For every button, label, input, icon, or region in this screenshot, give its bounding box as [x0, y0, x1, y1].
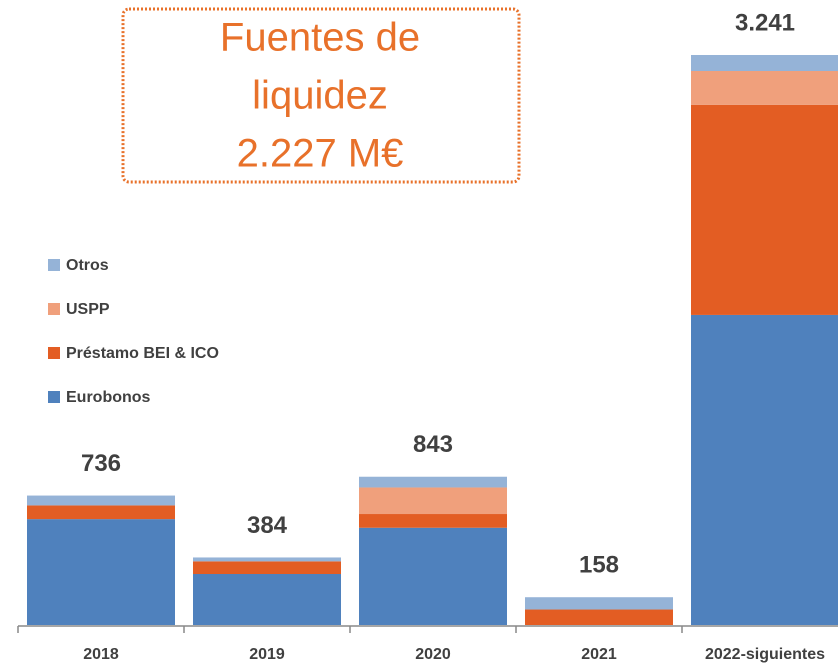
total-label: 384 — [247, 512, 288, 539]
legend-label: Otros — [66, 257, 109, 274]
bar-segment — [359, 514, 507, 528]
legend-swatch — [48, 303, 60, 315]
bar-segment — [27, 495, 175, 506]
bar-segment — [525, 609, 673, 625]
bar-segment — [691, 314, 838, 625]
x-tick-label: 2020 — [415, 646, 451, 663]
x-tick-label: 2022-siguientes — [705, 646, 825, 663]
x-tick-label: 2018 — [83, 646, 119, 663]
bar-segment — [359, 527, 507, 625]
legend-label: Préstamo BEI & ICO — [66, 345, 219, 362]
bar-segment — [193, 557, 341, 562]
bar-segment — [691, 55, 838, 72]
bar-segment — [359, 487, 507, 515]
annotation-box — [121, 7, 521, 184]
x-tick-label: 2021 — [581, 646, 617, 663]
total-label: 3.241 — [735, 9, 795, 36]
x-tick-label: 2019 — [249, 646, 285, 663]
legend-swatch — [48, 391, 60, 403]
legend-label: Eurobonos — [66, 389, 151, 406]
total-label: 843 — [413, 431, 453, 458]
total-label: 158 — [579, 552, 619, 579]
legend-swatch — [48, 259, 60, 271]
legend-swatch — [48, 347, 60, 359]
bar-segment — [27, 505, 175, 520]
bar-segment — [525, 597, 673, 610]
annotation-text: 2.227 M€ — [237, 132, 404, 176]
annotation-text: liquidez — [252, 74, 388, 118]
bar-segment — [27, 519, 175, 625]
bar-segment — [691, 71, 838, 105]
bar-segment — [193, 573, 341, 625]
annotation-text: Fuentes de — [220, 16, 420, 60]
total-label: 736 — [81, 450, 121, 477]
bar-segment — [359, 476, 507, 488]
bar-segment — [193, 561, 341, 574]
legend-label: USPP — [66, 301, 110, 318]
bar-segment — [691, 104, 838, 315]
